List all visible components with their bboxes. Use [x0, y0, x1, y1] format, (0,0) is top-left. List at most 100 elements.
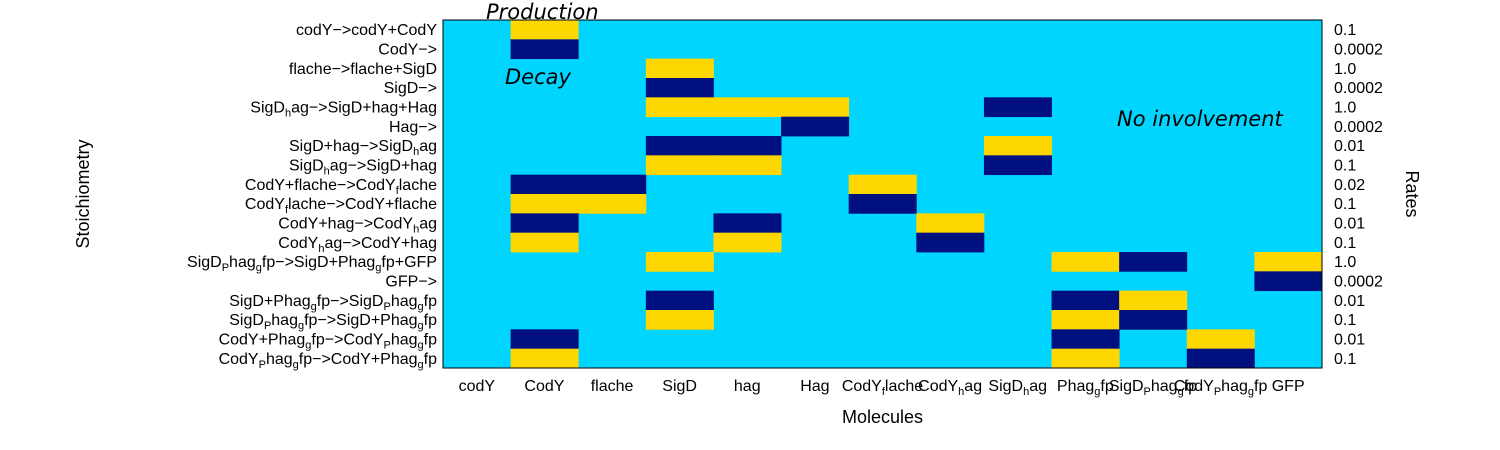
production-cell: [713, 232, 782, 253]
heatmap-cells: [510, 20, 1323, 369]
production-cell: [578, 194, 647, 214]
decay-cell: [916, 232, 985, 253]
decay-cell: [510, 329, 579, 350]
rate-value: 1.0: [1334, 61, 1356, 78]
production-cell: [510, 194, 579, 214]
rate-value: 0.01: [1334, 293, 1365, 310]
molecule-label: Hag: [800, 378, 829, 395]
plot-frame: [442, 19, 1323, 369]
rate-value: 0.01: [1334, 332, 1365, 349]
row-labels: codY−>codY+CodY CodY−> flache−>flache+SigD…: [187, 22, 437, 371]
decay-cell: [713, 136, 782, 156]
reaction-label: CodYhag−>CodY+hag: [278, 235, 437, 255]
production-cell: [1254, 252, 1323, 272]
rate-value: 0.0002: [1334, 119, 1383, 136]
rate-value: 0.0002: [1334, 274, 1383, 291]
rate-value: 0.1: [1334, 235, 1356, 252]
y-axis-label: Stoichiometry: [73, 139, 93, 248]
reaction-label: Hag−>: [389, 119, 437, 136]
production-cell: [1186, 329, 1255, 350]
rate-value: 0.0002: [1334, 42, 1383, 59]
molecule-label: SigDhag: [988, 378, 1047, 398]
reaction-label: SigDPhaggfp−>SigD+Phaggfp+GFP: [187, 254, 437, 274]
reaction-label: CodY+Phaggfp−>CodYPhaggfp: [219, 332, 438, 352]
decay-cell: [848, 194, 917, 214]
decay-cell: [578, 174, 647, 195]
rate-value: 0.1: [1334, 158, 1356, 175]
x-axis-label: Molecules: [842, 407, 923, 427]
molecule-label: CodY: [524, 378, 564, 395]
column-labels: codY CodY flache SigD hag Hag CodYflacheCodYha…: [459, 378, 1305, 398]
decay-cell: [713, 213, 782, 234]
reaction-label: SigD−>: [384, 80, 437, 97]
production-cell: [1051, 348, 1120, 369]
rate-value: 0.1: [1334, 196, 1356, 213]
rate-value: 0.1: [1334, 312, 1356, 329]
reaction-label: CodYPhaggfp−>CodY+Phaggfp: [219, 351, 438, 371]
reaction-label: SigD+hag−>SigDhag: [289, 138, 437, 158]
production-cell: [645, 58, 714, 79]
production-cell: [1051, 252, 1120, 272]
molecule-label: SigD: [662, 378, 697, 395]
molecule-label: codY: [459, 378, 496, 395]
production-cell: [781, 97, 850, 118]
rate-value: 1.0: [1334, 100, 1356, 117]
rate-labels: 0.1 0.0002 1.0 0.0002 1.0 0.0002 0.01 0.1 0.02 0.…: [1334, 22, 1383, 368]
reaction-label: SigDhag−>SigD+hag: [289, 158, 437, 178]
reaction-label: CodY+flache−>CodYflache: [245, 177, 437, 197]
reaction-label: CodYflache−>CodY+flache: [245, 196, 437, 216]
reaction-label: codY−>codY+CodY: [296, 22, 437, 39]
rate-value: 0.01: [1334, 138, 1365, 155]
molecule-label: GFP: [1272, 378, 1305, 395]
production-cell: [848, 174, 917, 195]
no-involvement-annotation: No involvement: [1117, 107, 1284, 131]
rate-value: 0.01: [1334, 216, 1365, 233]
production-cell: [645, 310, 714, 330]
rate-value: 0.1: [1334, 351, 1356, 368]
production-cell: [645, 155, 714, 176]
production-cell: [1119, 290, 1188, 311]
molecule-label: flache: [591, 378, 634, 395]
molecule-label: Phaggfp: [1057, 378, 1114, 398]
production-cell: [645, 252, 714, 272]
decay-cell: [983, 97, 1052, 118]
molecule-label: hag: [734, 378, 761, 395]
decay-cell: [781, 116, 850, 137]
molecule-label: CodYPhaggfp: [1174, 378, 1268, 398]
production-cell: [983, 136, 1052, 156]
decay-annotation: Decay: [505, 65, 572, 89]
reaction-label: CodY−>: [378, 42, 437, 59]
reaction-label: SigDPhaggfp−>SigD+Phaggfp: [229, 312, 437, 332]
rate-value: 0.1: [1334, 22, 1356, 39]
production-cell: [645, 97, 714, 118]
molecule-label: CodYflache: [842, 378, 923, 398]
decay-cell: [1051, 329, 1120, 350]
decay-cell: [510, 39, 579, 60]
decay-cell: [645, 78, 714, 98]
rate-value: 1.0: [1334, 254, 1356, 271]
production-cell: [510, 20, 579, 40]
production-cell: [1051, 310, 1120, 330]
reaction-label: SigD+Phaggfp−>SigDPhaggfp: [229, 293, 437, 313]
reaction-label: CodY+hag−>CodYhag: [278, 216, 437, 236]
decay-cell: [983, 155, 1052, 176]
production-cell: [510, 232, 579, 253]
production-cell: [510, 348, 579, 369]
decay-cell: [1051, 290, 1120, 311]
y2-axis-label: Rates: [1402, 170, 1422, 217]
production-cell: [713, 155, 782, 176]
rate-value: 0.0002: [1334, 80, 1383, 97]
molecule-label: CodYhag: [918, 378, 982, 398]
decay-cell: [1254, 271, 1323, 292]
production-cell: [916, 213, 985, 234]
decay-cell: [510, 213, 579, 234]
production-annotation: Production: [486, 0, 599, 24]
decay-cell: [1186, 348, 1255, 369]
decay-cell: [1119, 310, 1188, 330]
reaction-label: flache−>flache+SigD: [289, 61, 437, 78]
reaction-label: SigDhag−>SigD+hag+Hag: [250, 100, 437, 120]
decay-cell: [510, 174, 579, 195]
decay-cell: [645, 136, 714, 156]
decay-cell: [1119, 252, 1188, 272]
